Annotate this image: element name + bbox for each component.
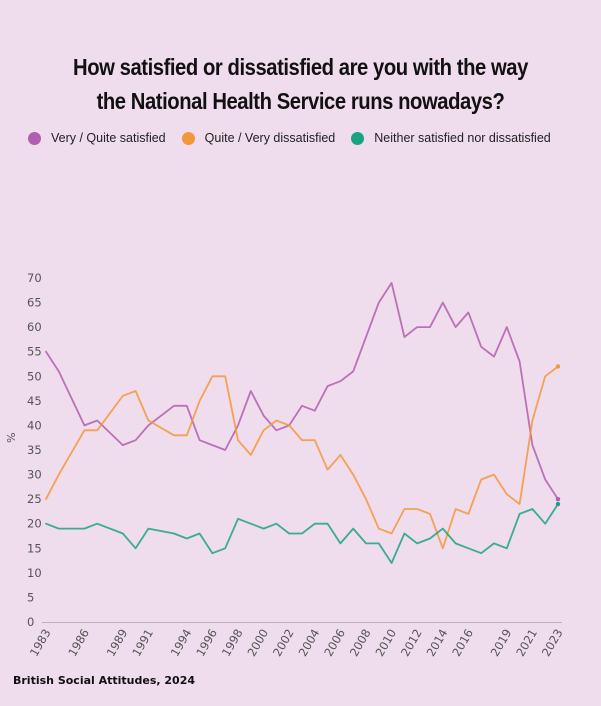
legend-item-neither[interactable]: Neither satisfied nor dissatisfied <box>351 131 551 145</box>
y-axis-label: % <box>5 432 18 442</box>
x-tick-label: 2006 <box>321 627 348 659</box>
source-note: British Social Attitudes, 2024 <box>13 674 196 687</box>
y-tick-label: 30 <box>27 468 42 482</box>
legend-item-dissatisfied[interactable]: Quite / Very dissatisfied <box>181 131 336 145</box>
chart-title-line-2: the National Health Service runs nowaday… <box>96 88 505 114</box>
x-tick-label: 2019 <box>488 627 515 659</box>
legend-item-satisfied[interactable]: Very / Quite satisfied <box>28 131 166 145</box>
y-tick-label: 40 <box>27 418 42 432</box>
chart-title: How satisfied or dissatisfied are you wi… <box>36 50 565 118</box>
x-tick-label: 1996 <box>193 627 220 659</box>
x-tick-label: 1983 <box>27 627 54 659</box>
x-tick-label: 1998 <box>219 627 246 659</box>
x-tick-label: 1989 <box>104 627 131 659</box>
series-end-point-1 <box>555 364 561 369</box>
y-tick-label: 35 <box>27 443 42 457</box>
x-tick-label: 2002 <box>270 627 297 659</box>
y-tick-label: 15 <box>27 541 42 555</box>
x-tick-label: 2008 <box>347 627 374 659</box>
x-tick-label: 1994 <box>168 627 195 659</box>
legend-swatch-dissatisfied <box>181 131 195 145</box>
y-tick-label: 45 <box>27 394 42 408</box>
y-tick-label: 20 <box>27 517 42 531</box>
y-tick-label: 0 <box>27 615 34 629</box>
series-layer <box>45 282 561 564</box>
legend-label-neither: Neither satisfied nor dissatisfied <box>374 131 551 145</box>
legend-swatch-neither <box>351 131 365 145</box>
series-line-2 <box>45 503 559 564</box>
x-tick-label: 2021 <box>513 627 540 659</box>
legend-swatch-satisfied <box>28 131 41 145</box>
y-tick-label: 55 <box>27 345 42 359</box>
series-line-1 <box>45 365 559 550</box>
x-tick-label: 1991 <box>129 627 156 659</box>
legend-label-dissatisfied: Quite / Very dissatisfied <box>204 131 336 145</box>
series-line-0 <box>45 282 559 500</box>
series-end-point-0 <box>555 496 561 502</box>
chart-legend: Very / Quite satisfied Quite / Very diss… <box>28 131 551 145</box>
x-tick-label: 2012 <box>398 627 425 659</box>
x-tick-label: 2004 <box>296 627 323 659</box>
x-tick-label: 1986 <box>65 627 92 659</box>
chart-title-line-1: How satisfied or dissatisfied are you wi… <box>73 54 528 80</box>
y-tick-label: 10 <box>27 566 42 580</box>
y-tick-label: 50 <box>27 369 42 383</box>
y-tick-label: 60 <box>27 320 42 334</box>
y-tick-label: 65 <box>27 296 42 310</box>
x-tick-label: 2000 <box>244 627 271 659</box>
y-tick-label: 25 <box>27 492 42 506</box>
y-tick-label: 70 <box>27 271 42 285</box>
x-tick-label: 2016 <box>449 627 476 659</box>
legend-label-satisfied: Very / Quite satisfied <box>51 131 166 145</box>
axis-layer: 0 5 10 15 20 25 30 35 40 45 50 55 60 65 70% 1983 1986 198… <box>5 271 566 659</box>
series-end-point-2 <box>555 501 561 507</box>
y-tick-label: 5 <box>27 590 34 604</box>
x-tick-label: 2010 <box>372 627 399 659</box>
x-tick-label: 2014 <box>424 627 451 659</box>
x-tick-label: 2023 <box>539 627 566 659</box>
